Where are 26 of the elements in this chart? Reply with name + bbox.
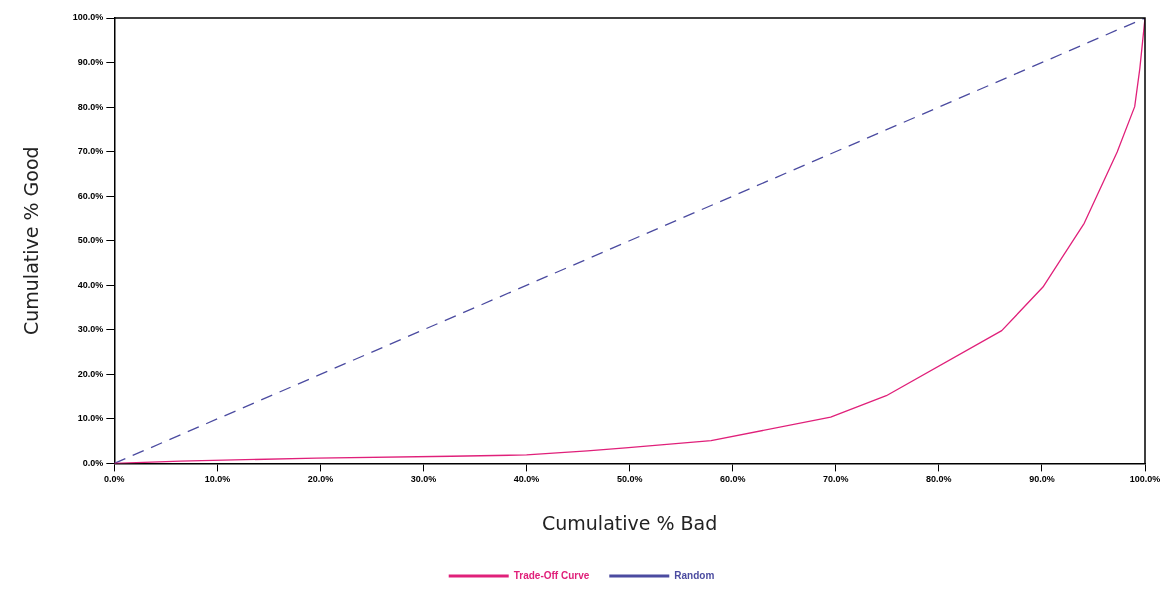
x-tick-label: 30.0% <box>410 474 437 485</box>
y-tick-label: 20.0% <box>77 368 104 379</box>
y-tick-label: 0.0% <box>82 457 104 468</box>
y-tick-label: 100.0% <box>72 12 104 23</box>
x-tick-label: 90.0% <box>1029 474 1055 485</box>
y-tick-label: 40.0% <box>77 279 104 290</box>
x-tick-label: 20.0% <box>307 474 334 485</box>
y-tick-label: 80.0% <box>77 101 104 112</box>
x-tick-label: 60.0% <box>719 474 746 485</box>
x-tick-label: 80.0% <box>926 474 952 485</box>
text: Random <box>674 569 715 581</box>
x-axis-title: Cumulative % Bad <box>542 511 718 534</box>
y-axis-title: Cumulative % Good <box>20 146 43 335</box>
x-tick-label: 70.0% <box>823 474 849 485</box>
y-tick-label: 50.0% <box>77 235 104 246</box>
x-tick-label: 10.0% <box>204 474 231 485</box>
text: Trade-Off Curve <box>513 569 590 581</box>
x-tick-label: 0.0% <box>104 474 125 485</box>
y-tick-label: 30.0% <box>77 324 104 335</box>
x-tick-label: 50.0% <box>616 474 643 485</box>
y-tick-label: 70.0% <box>77 146 104 157</box>
y-tick-label: 60.0% <box>77 190 104 201</box>
x-tick-label: 100.0% <box>1129 474 1161 485</box>
y-tick-label: 90.0% <box>77 57 104 68</box>
x-tick-label: 40.0% <box>513 474 540 485</box>
y-tick-label: 10.0% <box>77 413 104 424</box>
